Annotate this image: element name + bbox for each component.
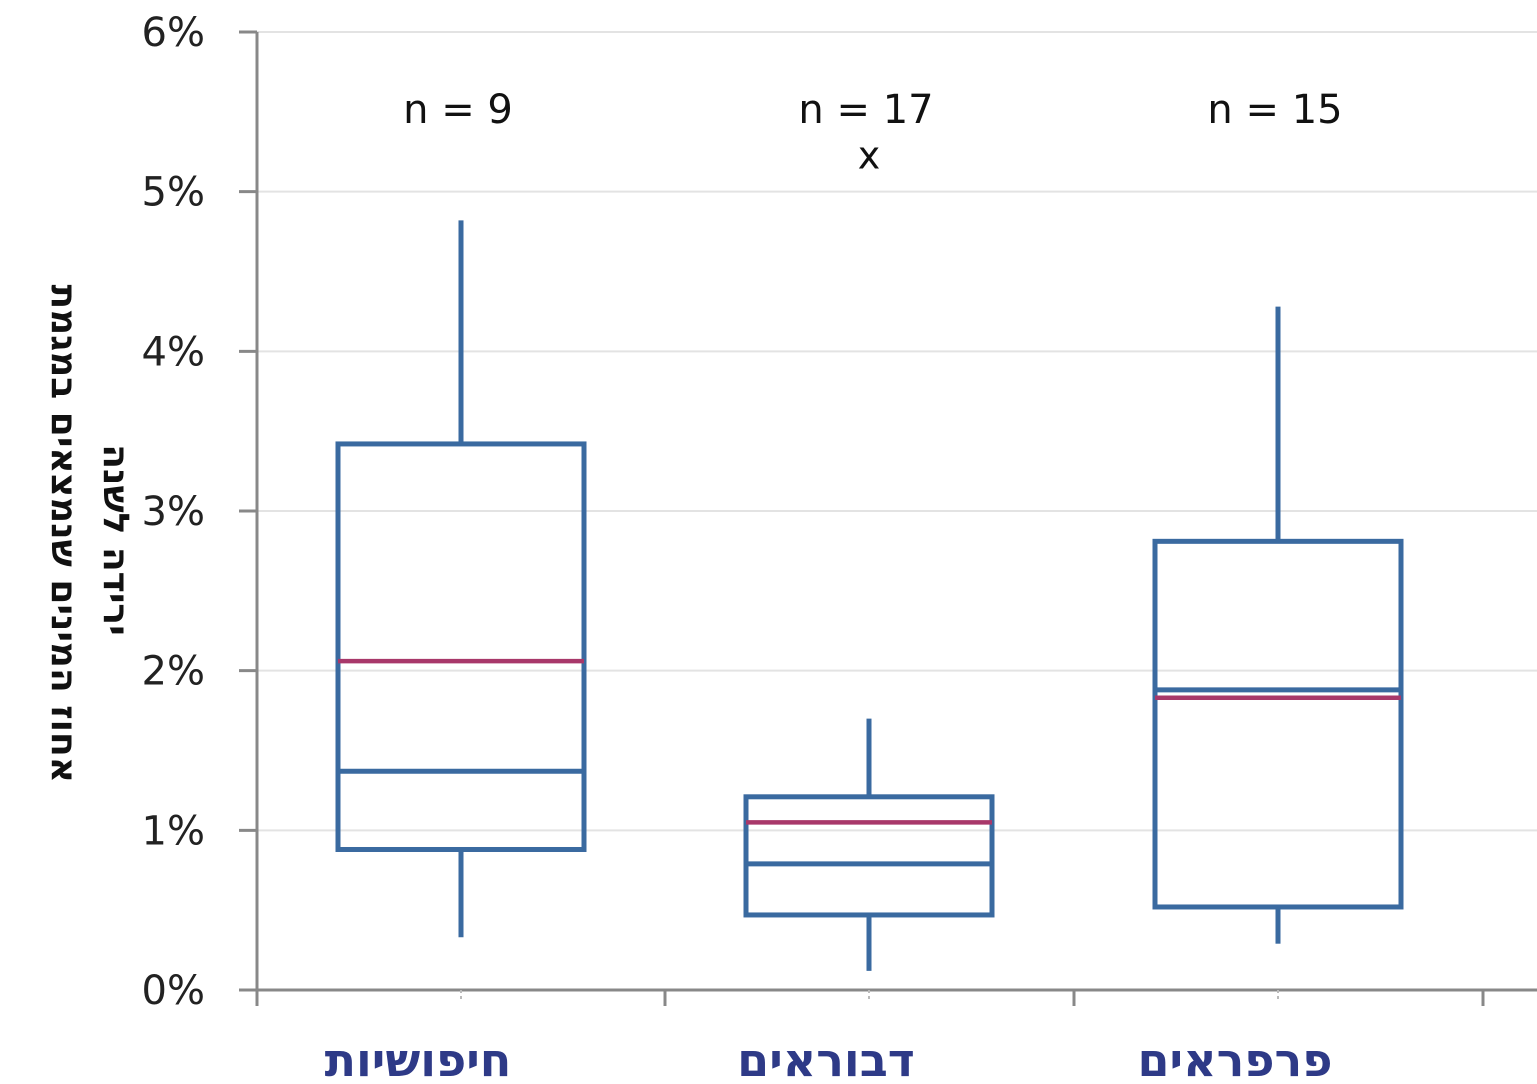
labels: 0% 1% 2% 3% 4% 5% 6% n = 9 חיפושיות xn = 17 דבוראי…: [142, 10, 1343, 1084]
category-label: פרפראים: [1138, 1033, 1333, 1084]
y-axis-label: אחוז המינים שנמצאים במגמת ירידה לשנה: [43, 285, 136, 796]
y-tick-label: 0%: [142, 968, 205, 1014]
y-tick-label: 3%: [142, 489, 205, 535]
axes: [239, 30, 1537, 1006]
y-tick-label: 2%: [142, 649, 205, 695]
boxes: [335, 220, 1404, 971]
outlier-marker: x: [858, 134, 881, 178]
n-label: n = 15: [1207, 87, 1342, 133]
box-3: [1152, 306, 1404, 944]
box-iqr: [743, 794, 995, 918]
box-1: [335, 220, 587, 938]
category-label: חיפושיות: [325, 1033, 512, 1084]
y-tick-label: 5%: [142, 170, 205, 216]
box-2: [743, 718, 995, 971]
gridlines: [257, 31, 1537, 832]
box-iqr: [1152, 538, 1404, 910]
y-tick-label: 4%: [142, 329, 205, 375]
y-axis-label-line-2: ירידה לשנה: [95, 444, 136, 635]
y-tick-label: 6%: [142, 10, 205, 56]
category-label: דבוראים: [737, 1033, 915, 1084]
box-iqr: [335, 441, 587, 852]
n-label: n = 9: [403, 87, 513, 133]
y-tick-label: 1%: [142, 808, 205, 854]
n-label: n = 17: [798, 87, 933, 133]
y-axis-label-line-1: אחוז המינים שנמצאים במגמת: [43, 285, 84, 783]
